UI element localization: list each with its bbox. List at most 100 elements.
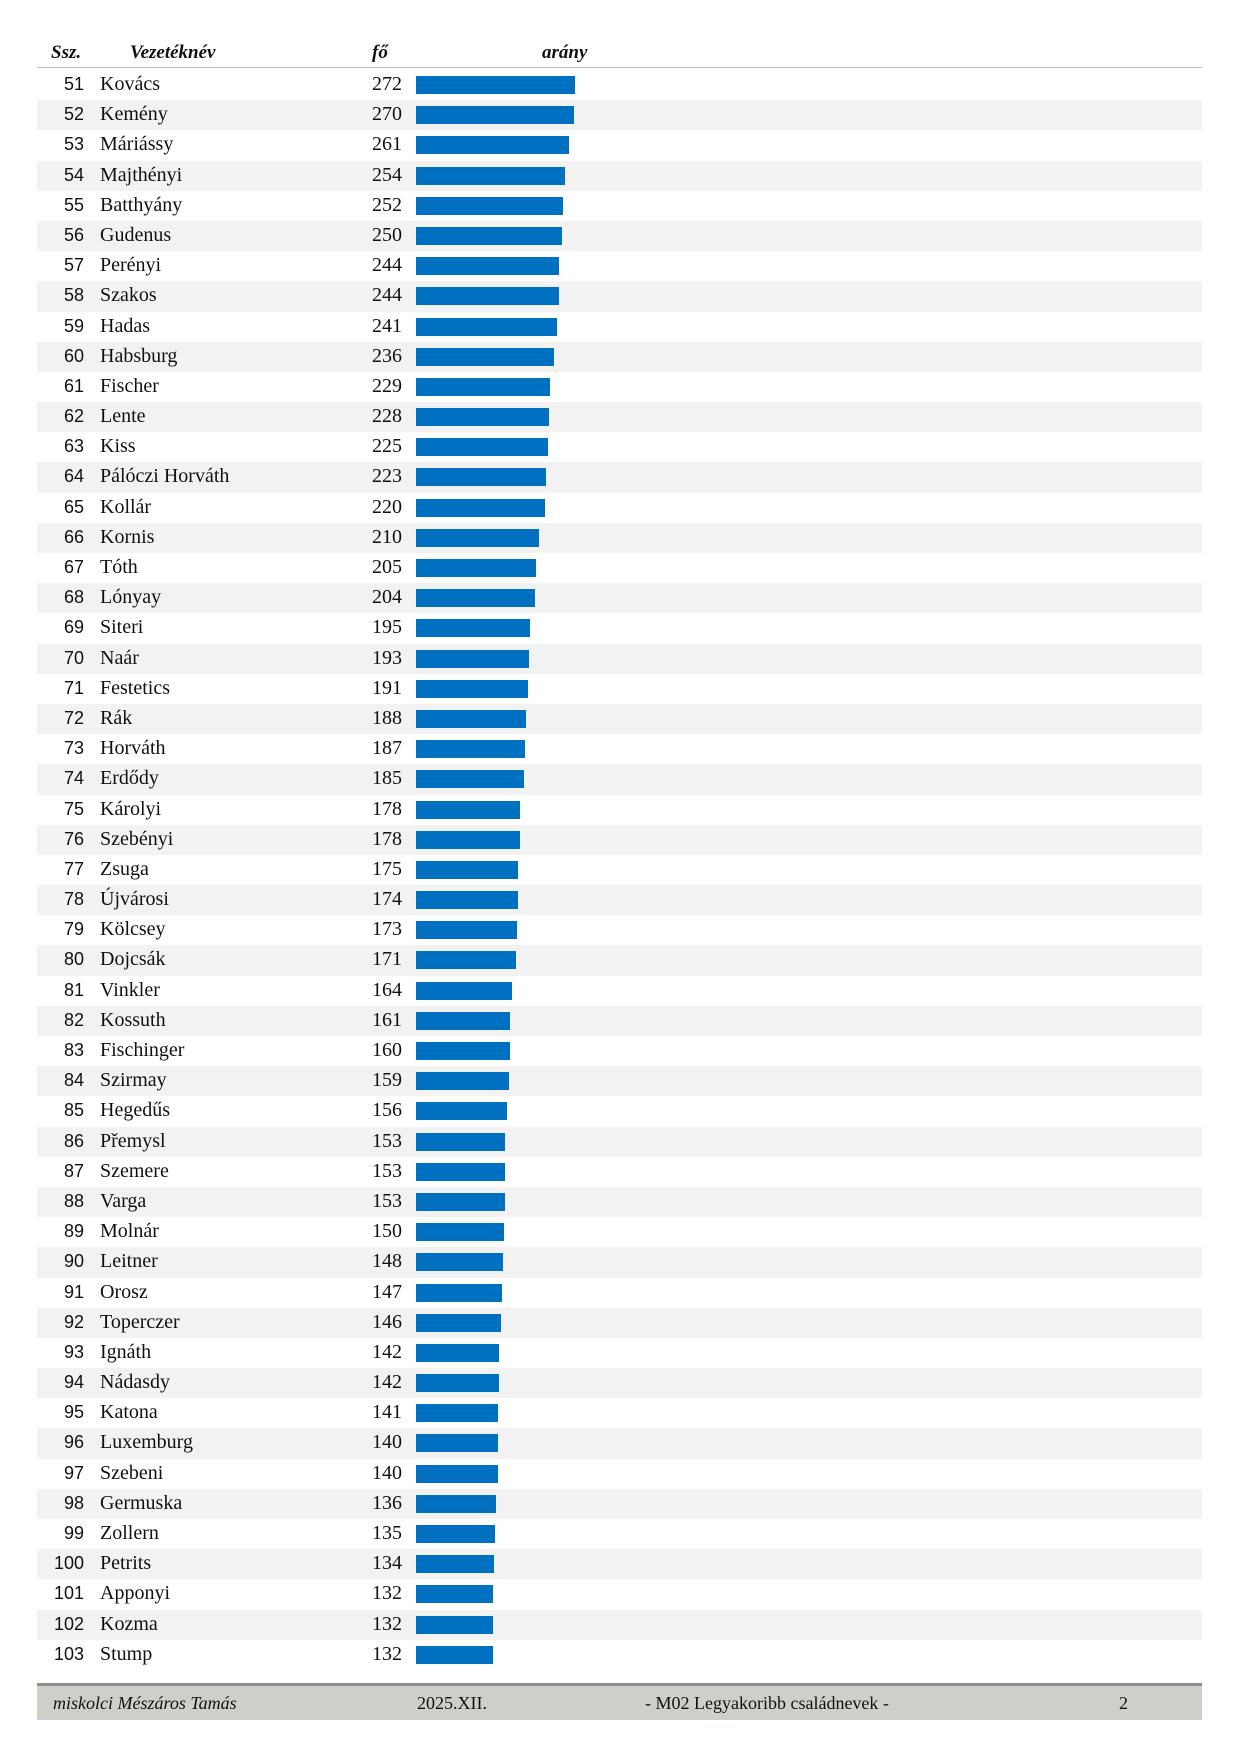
table-row: 73 Horváth 187 [37, 734, 1202, 764]
row-number: 66 [63, 526, 84, 547]
row-count: 164 [372, 978, 402, 1001]
table-row: 79 Kölcsey 173 [37, 915, 1202, 945]
ratio-bar [416, 589, 536, 608]
row-surname: Szebeni [100, 1461, 164, 1484]
ratio-bar [416, 1343, 499, 1362]
ratio-bar [416, 1615, 494, 1634]
ratio-bar [416, 649, 529, 668]
ratio-bar [416, 106, 574, 125]
table-row: 75 Károlyi 178 [37, 795, 1202, 825]
row-surname: Luxemburg [100, 1431, 193, 1454]
row-surname: Rák [100, 706, 133, 729]
row-number: 100 [53, 1553, 84, 1574]
row-number: 68 [63, 587, 84, 608]
row-number: 51 [63, 74, 84, 94]
table-row: 65 Kollár 220 [37, 493, 1202, 523]
footer-author: miskolci Mészáros Tamás [53, 1693, 237, 1713]
row-surname: Kossuth [100, 1008, 166, 1031]
row-count: 135 [372, 1522, 402, 1544]
row-count: 150 [372, 1220, 402, 1243]
row-number: 69 [63, 617, 84, 638]
row-surname: Hegedűs [100, 1099, 170, 1122]
table-row: 51 Kovács 272 [37, 70, 1202, 100]
row-count: 140 [372, 1461, 402, 1484]
ratio-bar [416, 1313, 502, 1332]
table-row: 74 Erdődy 185 [37, 764, 1202, 795]
row-count: 236 [372, 344, 402, 367]
row-number: 103 [53, 1643, 84, 1664]
row-count: 153 [372, 1159, 402, 1182]
row-count: 252 [372, 193, 402, 216]
ratio-bar [416, 317, 557, 336]
row-number: 80 [63, 949, 84, 970]
row-number: 75 [63, 798, 84, 819]
header-ratio: arány [542, 42, 588, 63]
row-surname: Orosz [100, 1280, 148, 1303]
row-count: 188 [372, 706, 402, 729]
row-number: 97 [63, 1462, 84, 1483]
table-row: 98 Germuska 136 [37, 1488, 1202, 1519]
row-number: 55 [63, 194, 84, 215]
row-surname: Máriássy [100, 133, 174, 156]
row-count: 160 [372, 1039, 402, 1061]
row-number: 83 [63, 1040, 84, 1060]
row-count: 187 [372, 737, 402, 760]
row-surname: Majthényi [100, 163, 183, 186]
row-number: 101 [53, 1583, 84, 1604]
table-row: 87 Szemere 153 [37, 1157, 1202, 1187]
row-count: 136 [372, 1491, 402, 1514]
table-row: 69 Siteri 195 [37, 613, 1202, 643]
table-row: 54 Majthényi 254 [37, 160, 1202, 191]
table-row: 70 Naár 193 [37, 643, 1202, 674]
row-number: 93 [63, 1341, 84, 1362]
ratio-bar [416, 1525, 495, 1543]
row-count: 204 [372, 586, 402, 609]
row-count: 210 [372, 525, 402, 548]
row-number: 86 [63, 1130, 84, 1151]
row-count: 272 [372, 73, 402, 95]
row-count: 147 [372, 1280, 402, 1303]
row-number: 94 [63, 1372, 84, 1393]
row-surname: Horváth [100, 737, 166, 760]
row-surname: Germuska [100, 1491, 183, 1514]
ratio-bar [416, 498, 545, 517]
table-row: 99 Zollern 135 [37, 1519, 1202, 1549]
ratio-bar [416, 800, 521, 819]
table-row: 85 Hegedűs 156 [37, 1096, 1202, 1126]
ratio-bar [416, 166, 565, 185]
ratio-bar [416, 891, 518, 910]
row-number: 87 [63, 1160, 84, 1181]
ratio-bar [416, 860, 519, 879]
surname-table: 51 Kovács 272 52 Kemény 270 53 Máriássy 261 54 Maj… [37, 70, 1202, 1670]
row-surname: Kollár [100, 495, 152, 518]
ratio-bar [416, 1464, 498, 1483]
table-row: 61 Fischer 229 [37, 372, 1202, 402]
table-row: 81 Vinkler 164 [37, 976, 1202, 1006]
row-count: 191 [372, 676, 402, 699]
ratio-bar [416, 951, 516, 970]
row-surname: Erdődy [100, 767, 159, 790]
ratio-bar [416, 76, 575, 94]
table-row: 55 Batthyány 252 [37, 191, 1202, 221]
row-count: 132 [372, 1582, 402, 1605]
ratio-bar [416, 438, 548, 457]
table-row: 90 Leitner 148 [37, 1247, 1202, 1278]
row-surname: Zollern [100, 1522, 159, 1544]
ratio-bar [416, 1555, 495, 1574]
table-row: 88 Varga 153 [37, 1186, 1202, 1218]
footer-page-number: 2 [1119, 1693, 1128, 1713]
row-number: 88 [63, 1190, 84, 1211]
table-row: 82 Kossuth 161 [37, 1005, 1202, 1036]
row-surname: Toperczer [100, 1310, 180, 1333]
row-count: 178 [372, 827, 402, 850]
row-surname: Naár [100, 646, 139, 669]
row-surname: Stump [100, 1642, 153, 1665]
row-number: 71 [63, 677, 84, 698]
row-surname: Kemény [100, 103, 168, 126]
ratio-bar [416, 257, 559, 276]
ratio-bar [416, 226, 563, 245]
row-count: 261 [372, 133, 402, 156]
row-count: 175 [372, 857, 402, 880]
row-number: 64 [63, 466, 84, 487]
table-row: 67 Tóth 205 [37, 553, 1202, 583]
